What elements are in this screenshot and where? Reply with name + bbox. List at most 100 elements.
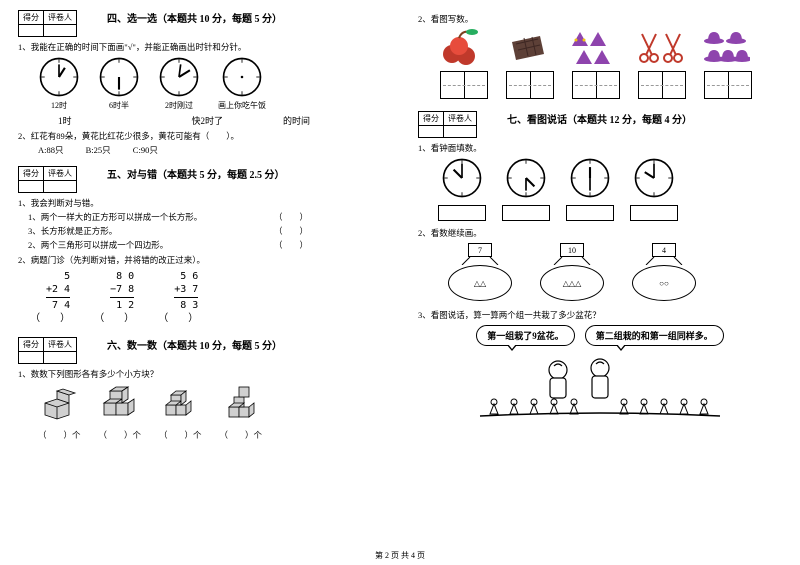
- page-footer: 第 2 页 共 4 页: [0, 550, 800, 561]
- sec6-title: 六、数一数（本题共 10 分，每题 5 分）: [107, 337, 282, 352]
- venn-number: 10: [560, 243, 584, 257]
- split-box[interactable]: [506, 71, 554, 99]
- cube-blank[interactable]: （ ）个: [38, 429, 81, 441]
- tf-blank[interactable]: （ ）: [274, 239, 308, 251]
- math-a: 5 6: [174, 270, 198, 283]
- answer-box[interactable]: [502, 205, 550, 221]
- tf-blank[interactable]: （ ）: [274, 225, 308, 237]
- venn-shapes: ○○: [659, 279, 669, 288]
- math-item: 5 +2 4 7 4 （ ）: [46, 270, 70, 325]
- clock-icon: [569, 157, 611, 199]
- sec7-title: 七、看图说话（本题共 12 分，每题 4 分）: [507, 111, 692, 126]
- answer-box[interactable]: [566, 205, 614, 221]
- cube-blank[interactable]: （ ）个: [99, 429, 142, 441]
- split-box[interactable]: [704, 71, 752, 99]
- math-a: 8 0: [110, 270, 134, 283]
- cube-icon: [39, 383, 79, 427]
- venn-shapes: △△△: [563, 279, 581, 288]
- score-box-5: 得分 评卷人 五、对与错（本题共 5 分，每题 2.5 分）: [18, 166, 382, 193]
- sec5-q2: 2、病题门诊（先判断对错，并将错的改正过来）。: [18, 254, 382, 266]
- venn-item: 4 ○○: [632, 243, 696, 301]
- speech-row: 第一组栽了9盆花。 第二组栽的和第一组同样多。: [418, 325, 782, 346]
- clock-sublabels: 1时 快2时了 的时间: [58, 114, 382, 127]
- venn-lines-icon: [540, 257, 604, 265]
- clock-icon: [158, 56, 200, 98]
- hats-icon: [702, 28, 750, 68]
- cube-icon: [160, 383, 200, 427]
- opt-b: B:25只: [86, 145, 111, 155]
- sec5-q1: 1、我会判断对与错。: [18, 197, 382, 209]
- clock-label: 画上你吃午饭: [218, 100, 266, 111]
- clock-item: 2时刚过: [158, 56, 200, 111]
- clock-sublabel: 快2时了: [192, 114, 224, 127]
- clock-item: 6时半: [98, 56, 140, 111]
- venn-lines-icon: [632, 257, 696, 265]
- cube-blank[interactable]: （ ）个: [159, 429, 202, 441]
- clock2-item: [630, 157, 678, 221]
- clock-icon: [505, 157, 547, 199]
- right-top-q: 2、看图写数。: [418, 13, 782, 25]
- clock-icon: [221, 56, 263, 98]
- answer-box[interactable]: [630, 205, 678, 221]
- score-box-4: 得分 评卷人 四、选一选（本题共 10 分，每题 5 分）: [18, 10, 382, 37]
- score-label: 得分: [19, 338, 44, 352]
- cube-icon: [221, 383, 261, 427]
- score-box-7: 得分 评卷人 七、看图说话（本题共 12 分，每题 4 分）: [418, 111, 782, 138]
- clock-icon: [98, 56, 140, 98]
- math-a: 5: [46, 270, 70, 283]
- math-b: +3 7: [174, 283, 198, 296]
- math-rule: [110, 297, 134, 298]
- clock2-item: [438, 157, 486, 221]
- opt-c: C:90只: [133, 145, 158, 155]
- split-box[interactable]: [638, 71, 686, 99]
- venn-shapes: △△: [474, 279, 486, 288]
- right-column: 2、看图写数。 得分 评卷人 七、看图说话（本题共 12 分，每题 4 分） 1…: [400, 0, 800, 565]
- split-box[interactable]: [440, 71, 488, 99]
- grader-label: 评卷人: [44, 338, 77, 352]
- sec6-q1: 1、数数下列图形各有多少个小方块？: [18, 368, 382, 380]
- chocolate-icon: [504, 28, 552, 68]
- clock-icon: [633, 157, 675, 199]
- cube-item: （ ）个: [99, 383, 142, 441]
- tf-text: 3、长方形就是正方形。: [28, 225, 117, 237]
- sec5-title: 五、对与错（本题共 5 分，每题 2.5 分）: [107, 166, 285, 181]
- cube-blank[interactable]: （ ）个: [220, 429, 263, 441]
- clock-label: 12时: [38, 100, 80, 111]
- math-blank[interactable]: （ ）: [92, 312, 134, 325]
- tf-text: 2、两个三角形可以拼成一个四边形。: [28, 239, 168, 251]
- clock-item: 12时: [38, 56, 80, 111]
- scissors-icon: [636, 28, 684, 68]
- grader-label: 评卷人: [44, 167, 77, 181]
- cube-row: （ ）个 （ ）个 （ ）个 （ ）个: [38, 383, 382, 441]
- tf-text: 1、两个一样大的正方形可以拼成一个长方形。: [28, 211, 202, 223]
- clock-row-2: [438, 157, 782, 221]
- math-r: 8 3: [174, 299, 198, 312]
- score-label: 得分: [19, 167, 44, 181]
- sec4-opts: A:88只 B:25只 C:90只: [38, 144, 382, 156]
- math-b: +2 4: [46, 283, 70, 296]
- venn-oval[interactable]: ○○: [632, 265, 696, 301]
- tf-blank[interactable]: （ ）: [274, 211, 308, 223]
- venn-oval[interactable]: △△: [448, 265, 512, 301]
- split-box[interactable]: [572, 71, 620, 99]
- math-r: 1 2: [110, 299, 134, 312]
- math-blank[interactable]: （ ）: [28, 312, 70, 325]
- answer-box[interactable]: [438, 205, 486, 221]
- math-blank[interactable]: （ ）: [156, 312, 198, 325]
- venn-oval[interactable]: △△△: [540, 265, 604, 301]
- cherries-icon: [438, 28, 486, 68]
- cube-item: （ ）个: [159, 383, 202, 441]
- score-label: 得分: [19, 11, 44, 25]
- grader-label: 评卷人: [44, 11, 77, 25]
- clock-row-1: 12时 6时半 2时刚过 画上你吃午饭: [38, 56, 382, 111]
- img-row: [438, 28, 782, 68]
- venn-number: 7: [468, 243, 492, 257]
- clock-sublabel: 的时间: [283, 114, 310, 127]
- clock-item: 画上你吃午饭: [218, 56, 266, 111]
- clock-label: 2时刚过: [158, 100, 200, 111]
- sec4-title: 四、选一选（本题共 10 分，每题 5 分）: [107, 10, 282, 25]
- garden-illustration: [418, 352, 782, 422]
- speech-bubble-2: 第二组栽的和第一组同样多。: [585, 325, 724, 346]
- clock-sublabel: 1时: [58, 114, 72, 127]
- venn-item: 7 △△: [448, 243, 512, 301]
